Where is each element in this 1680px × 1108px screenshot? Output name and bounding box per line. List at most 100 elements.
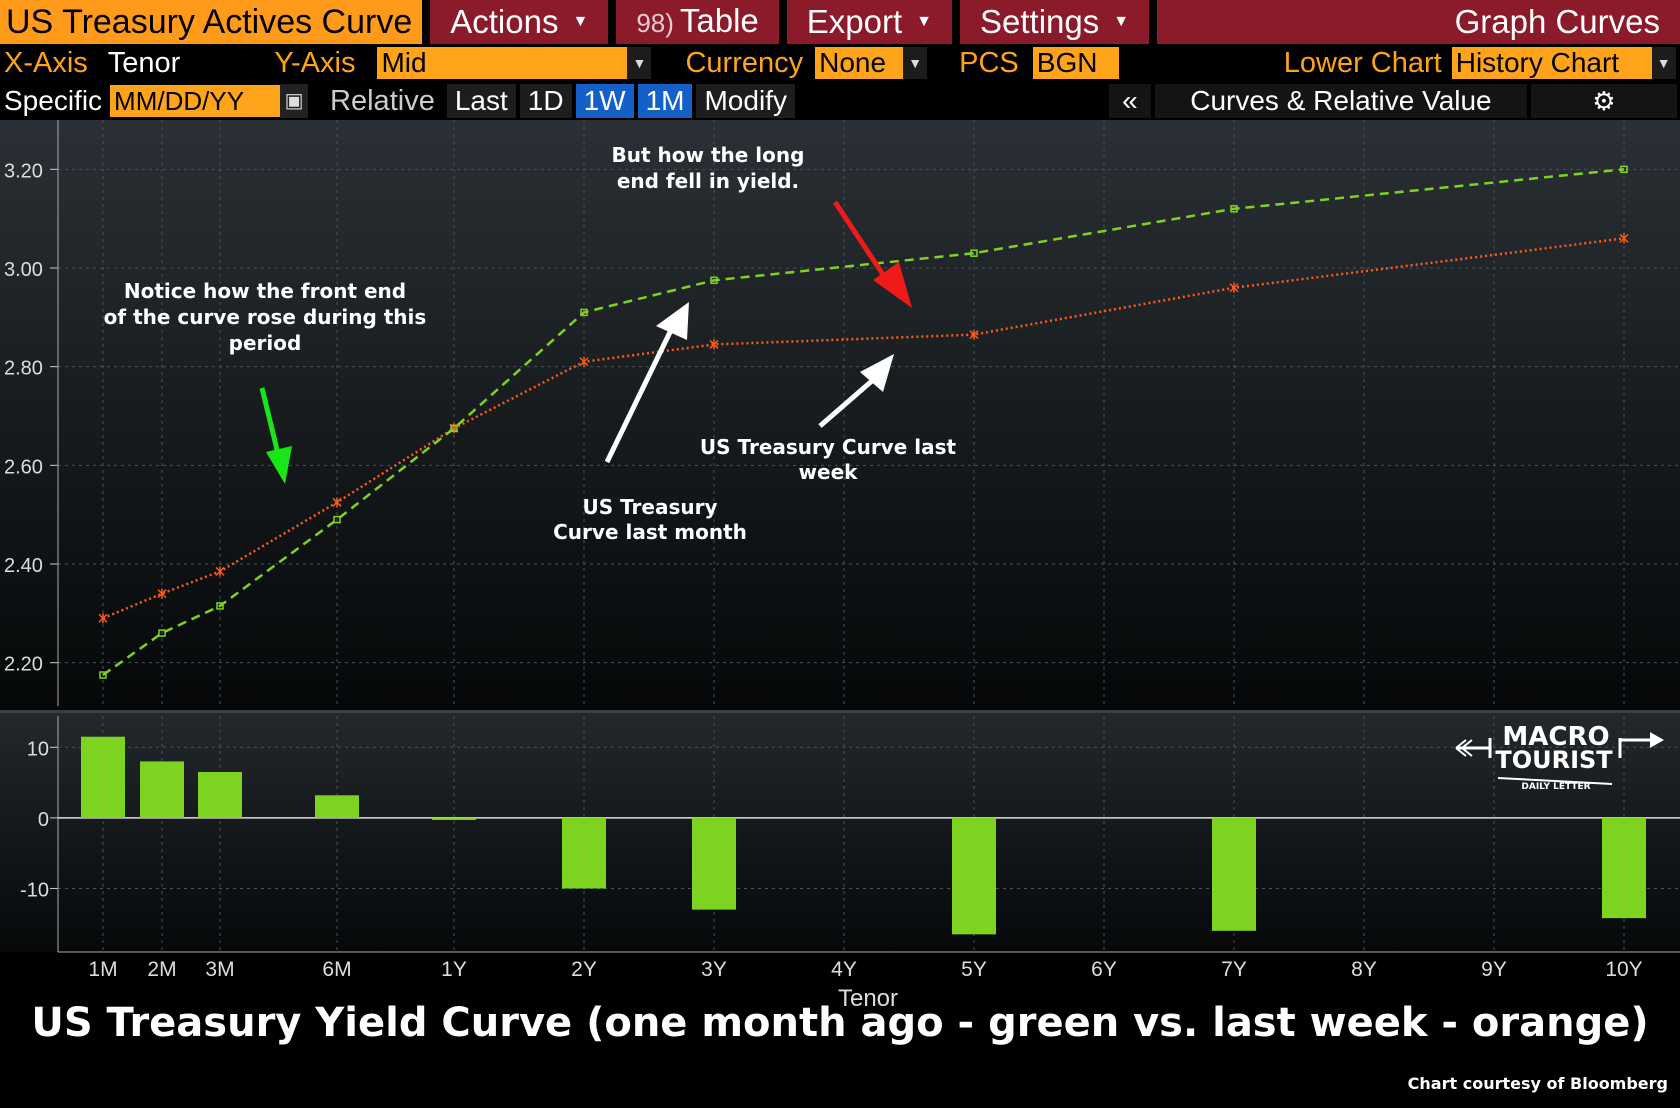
annotation-line: US Treasury Curve last xyxy=(700,435,957,459)
settings-menu[interactable]: Settings ▼ xyxy=(960,0,1150,44)
series-line-last-week xyxy=(102,237,1625,620)
data-point-last-week xyxy=(969,329,979,340)
data-point-last-week xyxy=(1229,282,1239,293)
upper-chart-background xyxy=(0,120,1680,712)
table-number: 98) xyxy=(636,8,674,38)
marker-star xyxy=(215,566,225,577)
1d-button[interactable]: 1D xyxy=(519,84,572,118)
x-axis-title: Tenor xyxy=(838,985,898,1012)
data-point-last-month xyxy=(710,276,718,285)
logo-line2: TOURIST xyxy=(1495,746,1613,774)
modify-button[interactable]: Modify xyxy=(696,84,795,118)
red-arrow xyxy=(832,200,891,284)
chart-divider xyxy=(0,710,1680,713)
x-tick-label: 6M xyxy=(322,958,351,981)
y-tick-label: 2.80 xyxy=(4,358,43,380)
lower-chart-background xyxy=(0,712,1680,952)
currency-field[interactable]: None xyxy=(815,47,904,79)
data-point-last-month xyxy=(158,629,166,637)
data-point-last-month xyxy=(450,424,458,433)
xaxis-value[interactable]: Tenor xyxy=(107,46,181,79)
x-tick-label: 1Y xyxy=(441,958,467,981)
top-toolbar: US Treasury Actives Curve Actions ▼ 98) T… xyxy=(0,0,1680,44)
data-point-last-month xyxy=(580,308,588,317)
1m-button[interactable]: 1M xyxy=(637,84,693,118)
curves-relative-value-tab[interactable]: Curves & Relative Value xyxy=(1154,84,1527,118)
date-input[interactable]: MM/DD/YY xyxy=(110,85,281,117)
data-point-last-week xyxy=(98,613,108,624)
marker-star xyxy=(332,497,342,508)
annotation-line: Notice how the front end xyxy=(124,279,406,303)
y-tick-label: 3.00 xyxy=(4,259,43,281)
figure-caption: US Treasury Yield Curve (one month ago -… xyxy=(31,1000,1649,1046)
marker-star xyxy=(98,613,108,624)
data-point-last-week xyxy=(579,356,589,367)
logo-line1: MACRO xyxy=(1502,722,1609,752)
lower-chart-field[interactable]: History Chart xyxy=(1451,47,1652,79)
marker-star xyxy=(969,329,979,340)
bar xyxy=(952,817,996,935)
bar xyxy=(1602,817,1646,919)
data-point-last-week xyxy=(215,566,225,577)
annotation-long-end: But how the long end fell in yield. xyxy=(612,143,805,193)
data-point-last-week xyxy=(157,588,167,599)
annotation-last-month: US Treasury Curve last month xyxy=(553,495,747,544)
last-button[interactable]: Last xyxy=(446,84,516,118)
data-point-last-week xyxy=(1619,233,1629,244)
dropdown-caret-icon[interactable]: ▼ xyxy=(627,47,652,79)
white-arrow-last-month-head xyxy=(656,302,689,340)
graph-curves-title: Graph Curves xyxy=(1157,0,1680,44)
dropdown-caret-icon: ▼ xyxy=(1113,13,1130,30)
specific-label: Specific xyxy=(4,85,103,116)
data-point-last-month xyxy=(1230,205,1238,213)
y-tick-label: 0 xyxy=(38,809,49,831)
1w-button[interactable]: 1W xyxy=(575,84,634,118)
data-point-last-month xyxy=(1620,165,1628,174)
lower-chart-label: Lower Chart xyxy=(1283,46,1442,79)
annotation-line: week xyxy=(799,460,859,484)
export-menu[interactable]: Export ▼ xyxy=(786,0,952,44)
red-arrow-head xyxy=(873,262,912,308)
x-tick-label: 4Y xyxy=(831,958,857,981)
actions-label: Actions xyxy=(450,3,559,40)
annotation-line: But how the long xyxy=(612,143,805,167)
dropdown-caret-icon[interactable]: ▼ xyxy=(1651,47,1676,79)
annotation-line: period xyxy=(229,331,302,355)
x-tick-label: 9Y xyxy=(1481,958,1507,981)
data-point-last-month xyxy=(99,671,107,679)
yaxis-field[interactable]: Mid xyxy=(377,47,628,79)
calendar-icon[interactable]: ▣ xyxy=(280,84,309,118)
x-tick-label: 3Y xyxy=(701,958,727,981)
x-tick-label: 1M xyxy=(88,958,117,981)
chevron-left-icon[interactable]: « xyxy=(1108,84,1151,118)
currency-label: Currency xyxy=(685,46,804,79)
data-point-last-week xyxy=(332,497,342,508)
table-button[interactable]: 98) Table xyxy=(616,0,779,44)
actions-menu[interactable]: Actions ▼ xyxy=(430,0,609,44)
x-tick-label: 6Y xyxy=(1091,958,1117,981)
annotation-line: end fell in yield. xyxy=(617,169,799,193)
dropdown-caret-icon[interactable]: ▼ xyxy=(903,47,928,79)
yaxis-label: Y-Axis xyxy=(274,46,356,79)
y-tick-label: -10 xyxy=(20,879,49,901)
bar xyxy=(140,761,184,818)
pcs-field[interactable]: BGN xyxy=(1032,47,1119,79)
chart-credit: Chart courtesy of Bloomberg xyxy=(1407,1074,1668,1093)
data-point-last-month xyxy=(333,515,341,524)
marker-star xyxy=(1229,282,1239,293)
x-tick-label: 8Y xyxy=(1351,958,1377,981)
marker-star xyxy=(1619,233,1629,244)
x-tick-label: 7Y xyxy=(1221,958,1247,981)
gear-icon[interactable]: ⚙ xyxy=(1530,84,1677,118)
white-arrow-last-month xyxy=(604,326,675,464)
bar xyxy=(562,817,606,889)
white-arrow-last-week xyxy=(818,378,875,428)
x-tick-label: 10Y xyxy=(1605,958,1642,981)
white-arrow-last-week-head xyxy=(860,354,894,392)
series-line-last-month xyxy=(102,168,1625,677)
x-tick-label: 2M xyxy=(147,958,176,981)
bar xyxy=(432,817,476,820)
data-point-last-month xyxy=(970,249,978,257)
marker-star xyxy=(157,588,167,599)
annotation-line: US Treasury xyxy=(582,495,717,519)
